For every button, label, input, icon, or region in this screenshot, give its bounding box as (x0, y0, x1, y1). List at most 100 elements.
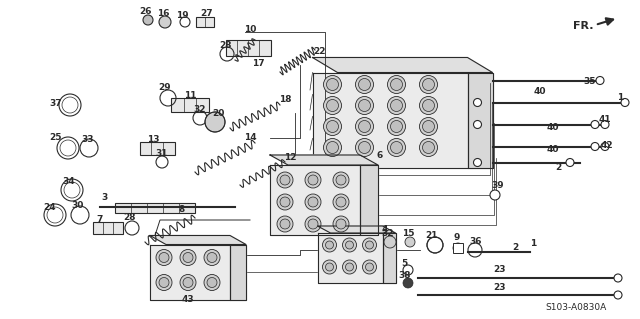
Circle shape (419, 117, 438, 136)
Text: 25: 25 (49, 133, 61, 143)
Circle shape (601, 143, 609, 151)
Text: 14: 14 (244, 133, 256, 143)
Text: 36: 36 (470, 236, 483, 246)
Circle shape (323, 97, 342, 115)
Text: 16: 16 (157, 10, 169, 19)
Polygon shape (383, 233, 396, 283)
Circle shape (390, 100, 403, 112)
Circle shape (323, 76, 342, 93)
Circle shape (591, 121, 599, 129)
Text: 2: 2 (555, 164, 561, 173)
Text: 23: 23 (493, 283, 506, 292)
Circle shape (405, 237, 415, 247)
Polygon shape (150, 235, 246, 244)
Polygon shape (317, 226, 396, 233)
Circle shape (280, 175, 290, 185)
Text: 22: 22 (314, 48, 326, 56)
Text: 13: 13 (147, 136, 159, 145)
Circle shape (453, 243, 463, 253)
Text: 32: 32 (194, 106, 206, 115)
Circle shape (422, 100, 435, 112)
Text: 42: 42 (601, 140, 613, 150)
Polygon shape (150, 244, 230, 300)
Text: 8: 8 (179, 205, 185, 214)
Polygon shape (360, 165, 378, 235)
Circle shape (183, 253, 193, 263)
Circle shape (387, 138, 406, 157)
Circle shape (422, 142, 435, 153)
Circle shape (308, 175, 318, 185)
Circle shape (358, 100, 371, 112)
Text: 10: 10 (244, 26, 256, 34)
Circle shape (355, 138, 374, 157)
Text: 40: 40 (547, 145, 559, 154)
Circle shape (159, 253, 169, 263)
Circle shape (419, 97, 438, 115)
Text: 23: 23 (493, 265, 506, 275)
Polygon shape (312, 57, 493, 72)
Circle shape (336, 219, 346, 229)
Circle shape (427, 237, 443, 253)
Circle shape (566, 159, 574, 167)
Circle shape (305, 194, 321, 210)
Circle shape (183, 278, 193, 287)
Bar (93, 222, 123, 234)
Circle shape (308, 197, 318, 207)
Circle shape (323, 117, 342, 136)
Circle shape (403, 265, 413, 275)
Circle shape (156, 249, 172, 265)
Text: 29: 29 (159, 84, 172, 93)
Circle shape (326, 100, 339, 112)
Circle shape (387, 76, 406, 93)
Circle shape (362, 238, 376, 252)
Circle shape (403, 278, 413, 288)
Text: 28: 28 (219, 41, 231, 50)
Circle shape (365, 263, 374, 271)
Circle shape (342, 260, 356, 274)
Polygon shape (467, 72, 493, 167)
Circle shape (305, 216, 321, 232)
Circle shape (621, 99, 629, 107)
Text: FR.: FR. (573, 21, 593, 31)
Text: 21: 21 (426, 231, 438, 240)
Circle shape (333, 172, 349, 188)
Circle shape (277, 216, 293, 232)
Text: 4: 4 (382, 226, 388, 234)
Text: 34: 34 (63, 177, 76, 187)
Text: 41: 41 (598, 115, 611, 124)
Circle shape (474, 121, 481, 129)
Text: 6: 6 (377, 151, 383, 160)
Circle shape (387, 97, 406, 115)
Circle shape (601, 121, 609, 129)
Circle shape (490, 190, 500, 200)
Text: 1: 1 (530, 240, 536, 249)
Circle shape (384, 236, 396, 248)
Text: 31: 31 (156, 150, 168, 159)
Circle shape (355, 97, 374, 115)
Circle shape (326, 78, 339, 91)
Circle shape (159, 278, 169, 287)
Circle shape (474, 99, 481, 107)
Circle shape (614, 291, 622, 299)
Text: 43: 43 (182, 295, 195, 305)
Circle shape (596, 77, 604, 85)
Text: 15: 15 (402, 229, 414, 239)
Text: 38: 38 (399, 271, 412, 280)
Circle shape (390, 142, 403, 153)
Circle shape (614, 274, 622, 282)
Circle shape (326, 263, 333, 271)
Text: 11: 11 (184, 91, 196, 100)
Circle shape (387, 117, 406, 136)
Circle shape (204, 275, 220, 291)
Circle shape (280, 197, 290, 207)
Text: 30: 30 (72, 202, 84, 211)
Text: 26: 26 (139, 8, 151, 17)
Circle shape (305, 172, 321, 188)
Circle shape (346, 241, 353, 249)
Circle shape (180, 249, 196, 265)
Text: 33: 33 (82, 135, 94, 144)
Circle shape (333, 216, 349, 232)
Polygon shape (270, 165, 360, 235)
Text: 32: 32 (381, 229, 394, 239)
Bar (140, 142, 175, 154)
